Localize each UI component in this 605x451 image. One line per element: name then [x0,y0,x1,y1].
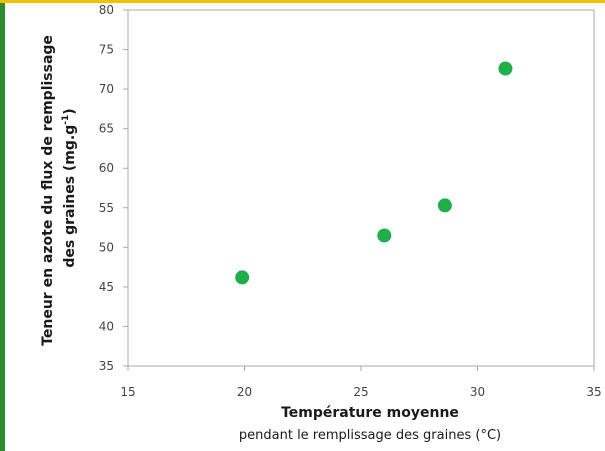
y-axis-title-end: ) [62,108,78,114]
data-point [377,228,392,243]
y-tick-label: 55 [99,201,114,215]
x-tick-label: 20 [237,385,252,399]
x-tick-label: 25 [353,385,368,399]
x-tick-label: 30 [470,385,485,399]
left-accent-bar [0,0,5,451]
y-tick-label: 75 [99,43,114,57]
x-tick-label: 35 [586,385,601,399]
y-tick-label: 70 [99,82,114,96]
y-tick-label: 65 [99,122,114,136]
plot-frame [127,9,595,367]
top-accent-bar [0,0,605,3]
x-axis-title-line2: pendant le remplissage des graines (°C) [238,428,502,443]
y-axis-title: Teneur en azote du flux de remplissage d… [40,30,78,346]
y-axis-title-line1: Teneur en azote du flux de remplissage [40,35,56,346]
y-axis-title-superscript: -1 [61,115,71,125]
y-tick-label: 45 [99,280,114,294]
plot-area: 35 40 45 50 55 60 65 70 75 80 15 20 25 30 35 [99,3,602,399]
data-point [437,198,452,213]
y-tick-label: 80 [99,3,114,17]
y-tick-label: 35 [99,359,114,373]
y-tick-label: 40 [99,319,114,333]
y-axis-title-line2: des graines (mg.g [62,125,78,268]
data-point [235,270,250,285]
y-tick-label: 50 [99,240,114,254]
y-tick-label: 60 [99,161,114,175]
data-point [498,61,513,76]
x-axis-title-line1: Température moyenne [281,405,459,421]
x-tick-label: 15 [120,385,135,399]
